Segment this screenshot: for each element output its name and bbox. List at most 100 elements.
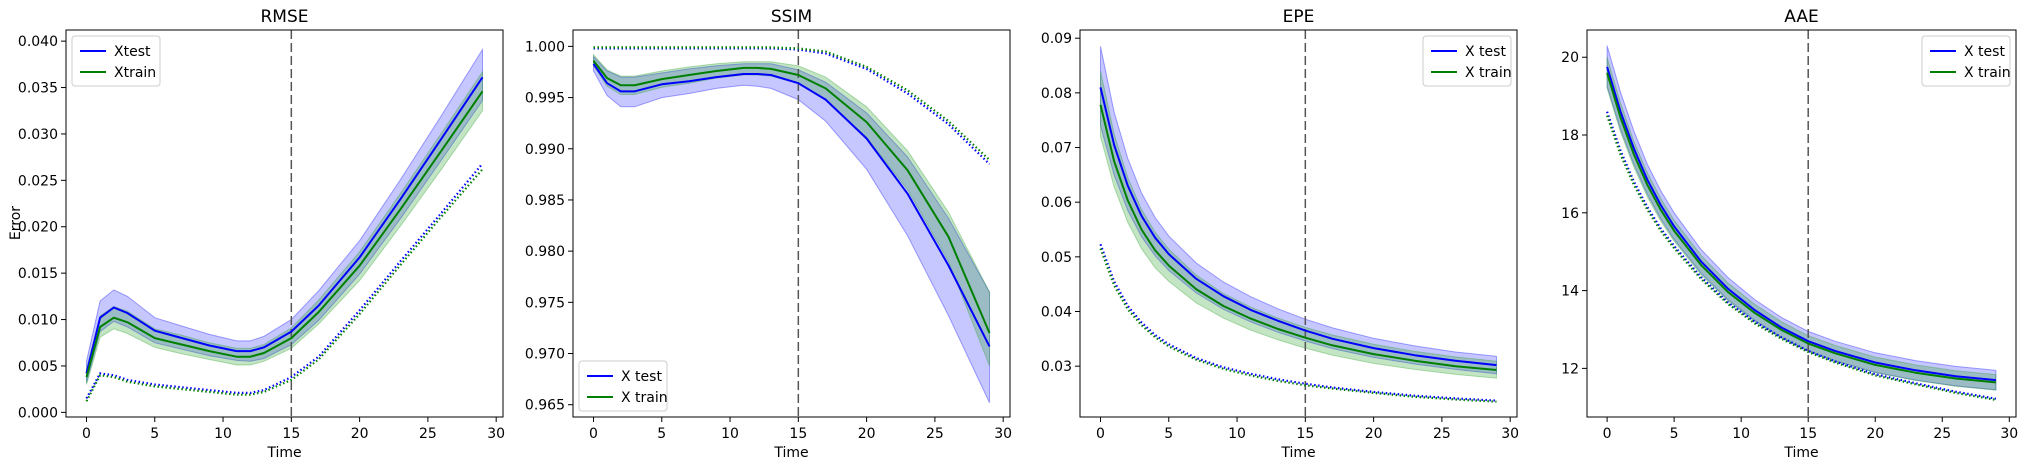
y-tick-label: 0.020 [18,220,58,236]
y-tick-label: 0.005 [18,359,58,375]
plot-area [1606,30,1997,417]
axes-frame [572,29,1011,418]
mean-train-line [1099,104,1497,371]
y-axis-label: Error [8,206,24,240]
x-tick-label: 25 [1433,426,1451,442]
panel-epe: 0 5 10 15 20 25 30 0.03 0.04 0.05 0.06 0.07 0.08 0.09… [1041,7,1519,461]
x-axis-label: Time [266,445,301,461]
y-tick-label: 0.975 [525,295,565,311]
confidence-band-test [86,47,483,383]
axes-frame [65,29,504,418]
y-tick-label: 0.040 [18,34,58,50]
x-tick-label: 20 [351,426,369,442]
y-tick-label: 0.05 [1041,250,1072,266]
y-tick-label: 20 [1561,50,1579,66]
x-tick-label: 15 [1799,426,1817,442]
mean-test-line [1099,87,1497,367]
y-tick-label: 0.970 [525,347,565,363]
legend-box [1921,35,2011,87]
mean-test-line [85,76,484,374]
mean-train-line [85,90,484,378]
x-tick-label: 20 [858,426,876,442]
y-tick-label: 0.03 [1041,359,1072,375]
x-tick-label: 5 [1670,426,1679,442]
x-tick-label: 30 [487,426,505,442]
x-tick-label: 10 [214,426,232,442]
dotted-test-line [1606,111,1997,400]
chart-title: RMSE [260,7,308,27]
mean-test-line [592,63,991,347]
plot-area [1099,30,1497,417]
axes-frame [1586,29,2017,418]
y-tick-label: 0.07 [1041,141,1072,157]
y-tick-label: 0.025 [18,173,58,189]
y-tick-label: 0.995 [525,91,565,107]
x-tick-label: 30 [2000,426,2018,442]
x-tick-label: 5 [657,426,666,442]
panel-ssim: 0 5 10 15 20 25 30 0.965 0.970 0.975 0.980 0.985 0.9… [525,7,1012,461]
y-tick-label: 0.010 [18,313,58,329]
y-tick-label: 1.000 [525,39,565,55]
chart-title: EPE [1283,7,1315,27]
confidence-band-train [1100,70,1497,379]
x-axis-label: Time [1783,445,1818,461]
y-tick-label: 0.035 [18,81,58,97]
legend: X test X train [578,360,668,412]
x-tick-label: 30 [1501,426,1519,442]
y-tick-label: 0.985 [525,193,565,209]
x-tick-label: 5 [1164,426,1173,442]
y-tick-label: 0.09 [1041,31,1072,47]
x-axis-label: Time [773,445,808,461]
legend: X test X train [1422,35,1512,87]
x-tick-label: 15 [1296,426,1314,442]
x-tick-label: 25 [926,426,944,442]
plot-area [85,30,484,417]
x-tick-label: 10 [721,426,739,442]
y-tick-label: 18 [1561,128,1579,144]
x-tick-label: 20 [1866,426,1884,442]
x-tick-label: 15 [789,426,807,442]
y-tick-label: 0.04 [1041,305,1072,321]
confidence-band-test [593,55,990,403]
mean-train-line [1606,72,1996,384]
x-tick-label: 0 [1603,426,1612,442]
legend-label: X train [1964,65,2011,81]
y-tick-label: 14 [1561,284,1579,300]
legend-label: X test [1465,44,1506,60]
legend: X test X train [1921,35,2011,87]
mean-train-line [592,60,991,334]
y-tick-label: 0.990 [525,142,565,158]
legend-label: X test [1964,44,2005,60]
y-tick-label: 0.980 [525,244,565,260]
y-tick-label: 0.965 [525,398,565,414]
legend-label: Xtrain [114,65,156,81]
legend-label: X train [1465,65,1512,81]
legend-label: X test [621,369,662,385]
confidence-band-train [1606,57,1997,391]
legend-label: X train [621,390,668,406]
legend-box [71,35,161,87]
x-tick-label: 10 [1732,426,1750,442]
x-tick-label: 5 [150,426,159,442]
y-tick-label: 0.030 [18,127,58,143]
panel-rmse: 0 5 10 15 20 25 30 0.000 0.005 0.010 0.015 0.020 0.0… [18,7,505,461]
dotted-test-line [1099,243,1497,402]
y-tick-label: 12 [1561,361,1579,377]
y-tick-label: 0.08 [1041,86,1072,102]
x-axis-label: Time [1280,445,1315,461]
x-tick-label: 25 [419,426,437,442]
confidence-band-test [1606,45,1997,391]
x-tick-label: 0 [589,426,598,442]
legend-label: Xtest [114,44,151,60]
chart-title: SSIM [771,7,812,27]
legend-box [578,360,668,412]
y-tick-label: 16 [1561,206,1579,222]
legend-box [1422,35,1512,87]
panel-aae: 0 5 10 15 20 25 30 12 14 16 18 20 AAE Time X test X tra… [1561,7,2018,461]
mean-test-line [1606,66,1996,382]
y-tick-label: 0.000 [18,405,58,421]
plot-area [592,30,991,417]
x-tick-label: 15 [282,426,300,442]
dotted-train-line [85,168,484,402]
